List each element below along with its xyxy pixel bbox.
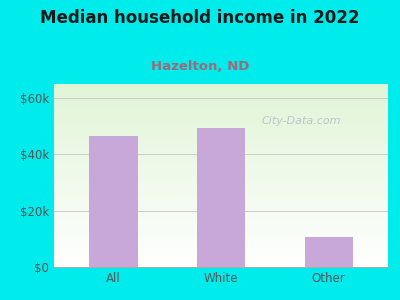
Bar [304,237,353,267]
Bar [197,128,245,267]
Bar [89,136,138,267]
Text: Median household income in 2022: Median household income in 2022 [40,9,360,27]
Text: Hazelton, ND: Hazelton, ND [151,60,249,73]
Text: City-Data.com: City-Data.com [262,116,341,126]
